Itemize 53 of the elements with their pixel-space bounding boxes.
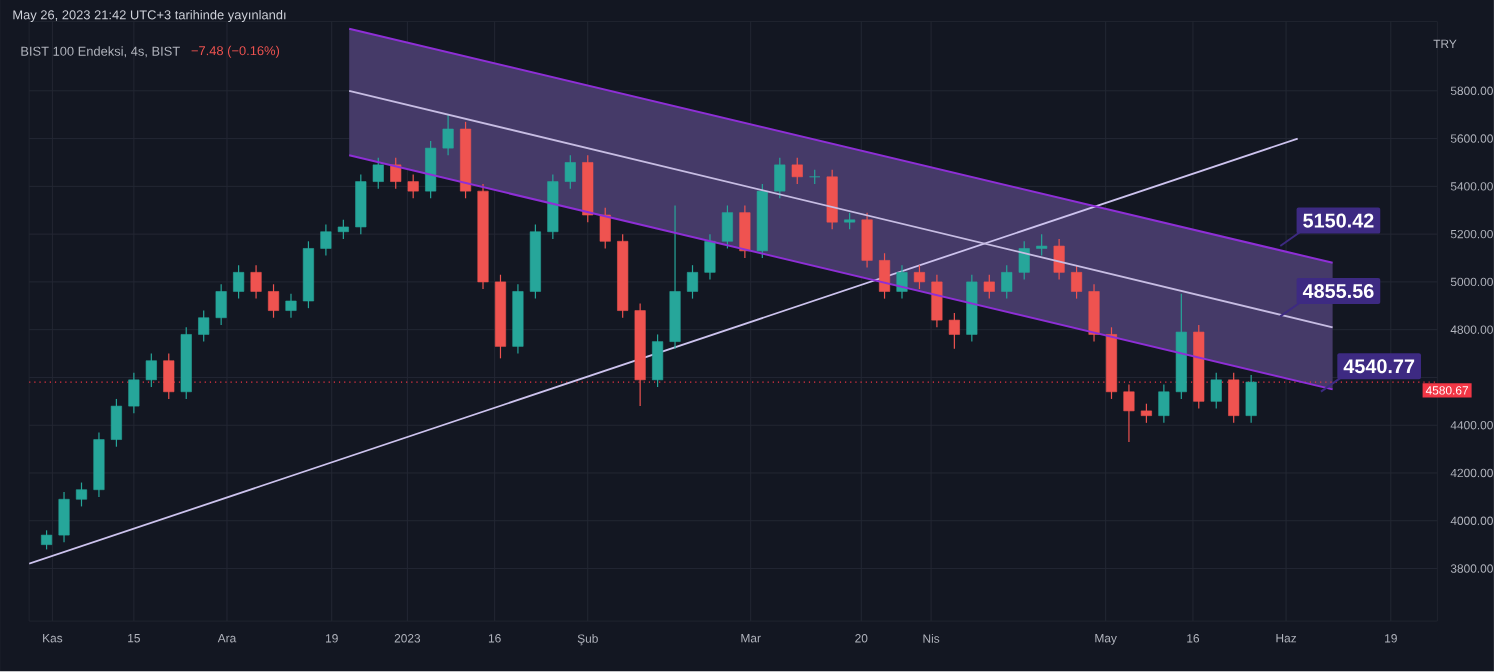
candlestick	[948, 312, 960, 350]
candlestick	[652, 334, 664, 388]
candlestick	[163, 353, 175, 400]
candlestick	[913, 264, 925, 291]
annotation: 4855.56	[1302, 284, 1374, 299]
candlestick	[1053, 238, 1065, 281]
candlestick	[686, 264, 699, 300]
candlestick	[861, 212, 873, 269]
candlestick	[774, 157, 786, 200]
candlestick	[931, 274, 943, 329]
candlestick	[704, 233, 716, 281]
candlestick	[791, 157, 803, 185]
candlestick	[267, 284, 280, 319]
candlestick	[1018, 241, 1030, 281]
candlestick	[198, 310, 210, 343]
candlestick	[425, 140, 437, 200]
annotation: 5150.42	[1303, 213, 1374, 229]
candlestick	[250, 264, 262, 300]
candlestick	[983, 274, 995, 300]
candlestick	[1123, 384, 1135, 443]
candlestick	[41, 530, 53, 551]
candlestick	[110, 398, 122, 448]
candlestick	[1088, 284, 1100, 343]
candlestick	[285, 293, 297, 319]
candlestick	[1210, 372, 1222, 410]
candlestick	[75, 482, 88, 508]
candlestick	[1140, 403, 1152, 424]
candlestick	[128, 372, 140, 415]
candlestick	[1036, 233, 1048, 257]
candlestick	[320, 224, 332, 257]
candlestick	[1071, 264, 1083, 300]
candlestick	[1158, 384, 1170, 424]
candlestick	[390, 157, 402, 190]
candlestick	[896, 264, 908, 300]
candlestick	[372, 157, 384, 190]
candlestick	[826, 169, 838, 231]
candlestick	[739, 205, 751, 259]
candlestick	[337, 219, 349, 240]
candlestick	[215, 284, 227, 326]
annotation: 4540.77	[1343, 359, 1415, 374]
candlestick	[1001, 264, 1013, 300]
candlestick	[442, 114, 454, 157]
candlestick	[721, 205, 733, 250]
candlestick	[58, 491, 70, 544]
candlestick	[233, 264, 245, 300]
candlestick	[407, 174, 419, 200]
candlestick	[1245, 374, 1257, 424]
candlestick	[599, 207, 611, 250]
candlestick	[355, 174, 367, 236]
candlestick	[564, 155, 576, 190]
candlestick	[145, 353, 157, 388]
candlestick	[879, 253, 891, 300]
candlestick	[1228, 372, 1240, 424]
